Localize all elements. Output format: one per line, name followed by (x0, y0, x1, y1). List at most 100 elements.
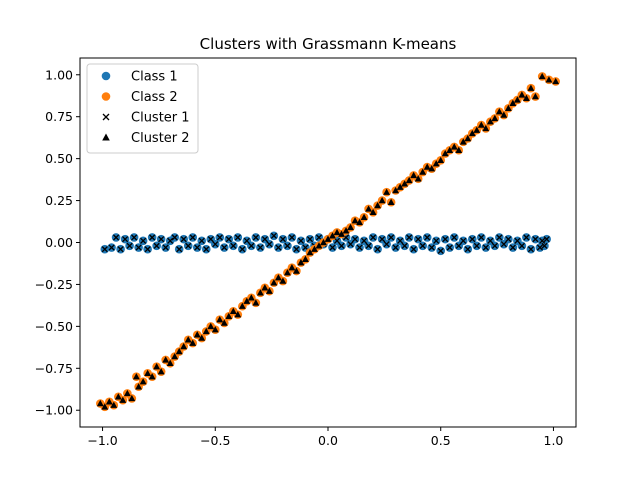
x-tick-label: 0.5 (431, 433, 451, 448)
cluster-marker (406, 234, 413, 241)
cluster-marker (338, 242, 345, 249)
cluster-marker (469, 236, 476, 243)
cluster-marker (491, 114, 499, 122)
cluster-marker (243, 297, 251, 304)
cluster-marker (297, 237, 305, 244)
cluster-marker (464, 134, 472, 142)
cluster-marker (410, 171, 418, 179)
cluster-marker (356, 218, 363, 226)
cluster-marker (329, 232, 336, 239)
cluster-marker (131, 234, 138, 241)
legend-box (86, 63, 199, 154)
cluster-marker (101, 246, 108, 253)
cluster-marker (401, 180, 409, 187)
cluster-marker (157, 368, 165, 375)
cluster-marker (379, 236, 386, 243)
cluster-marker (270, 279, 278, 286)
y-tick-label: 0.75 (45, 109, 73, 124)
cluster-marker (189, 234, 196, 241)
cluster-marker (446, 146, 454, 153)
cluster-marker (153, 363, 161, 370)
cluster-marker (383, 241, 390, 248)
cluster-marker (552, 77, 560, 85)
cluster-marker (419, 168, 427, 175)
cluster-marker (536, 244, 543, 251)
cluster-marker (110, 401, 118, 408)
cluster-marker (500, 111, 508, 118)
cluster-marker (158, 236, 165, 243)
cluster-marker (265, 287, 273, 294)
y-tick-label: 1.00 (45, 67, 73, 82)
cluster-marker (531, 92, 539, 100)
cluster-marker (113, 234, 120, 241)
cluster-marker (270, 232, 277, 239)
cluster-marker (243, 237, 250, 244)
cluster-marker (119, 396, 127, 403)
cluster-marker (419, 242, 426, 249)
y-tick-label: −0.50 (35, 319, 73, 334)
cluster-marker (175, 347, 183, 355)
legend-marker (101, 71, 111, 81)
cluster-marker (518, 91, 526, 98)
cluster-marker (311, 245, 318, 252)
x-tick-label: 1.0 (544, 433, 564, 448)
cluster-marker (275, 244, 282, 251)
cluster-marker (545, 76, 553, 83)
cluster-marker (122, 236, 129, 243)
y-tick-label: −1.00 (35, 403, 73, 418)
cluster-marker (216, 316, 224, 323)
cluster-marker (238, 302, 246, 309)
cluster-marker (162, 244, 169, 251)
y-tick-label: 0.25 (45, 193, 73, 208)
cluster-marker (279, 277, 287, 284)
cluster-marker (423, 163, 431, 170)
cluster-marker (247, 294, 255, 301)
cluster-marker (193, 331, 201, 338)
cluster-marker (365, 242, 372, 249)
cluster-marker (315, 242, 323, 249)
cluster-marker (212, 241, 219, 248)
cluster-marker (252, 299, 260, 306)
cluster-marker (514, 237, 521, 244)
cluster-marker (96, 399, 104, 407)
cluster-marker (167, 237, 174, 244)
cluster-marker (532, 236, 539, 243)
cluster-marker (509, 99, 517, 106)
cluster-marker (365, 205, 373, 212)
cluster-marker (185, 242, 192, 249)
cluster-marker (432, 160, 440, 167)
legend-label: Class 1 (131, 70, 178, 85)
cluster-marker (509, 244, 516, 251)
cluster-marker (468, 129, 476, 137)
y-tick-label: −0.75 (35, 361, 73, 376)
cluster-marker (216, 234, 223, 241)
cluster-marker (505, 236, 512, 243)
cluster-marker (108, 244, 115, 251)
axis-ticks: −1.0 −0.5 0.0 0.5 1.0 −1.00 −0.75 −0.50 −0.25 0.0… (35, 67, 564, 448)
cluster-marker (203, 246, 210, 253)
cluster-marker (360, 213, 368, 221)
cluster-marker (473, 126, 481, 133)
chart-title: Clusters with Grassmann K-means (200, 35, 457, 53)
cluster-marker (441, 150, 449, 157)
cluster-marker (333, 228, 341, 236)
cluster-marker (383, 188, 391, 195)
cluster-marker (442, 236, 449, 243)
cluster-marker (288, 234, 295, 241)
y-tick-label: 0.00 (45, 235, 73, 250)
cluster-marker (288, 264, 296, 271)
cluster-marker (194, 244, 201, 251)
cluster-marker (225, 236, 232, 243)
cluster-marker (274, 274, 282, 281)
cluster-marker (252, 234, 259, 241)
cluster-marker (148, 373, 156, 380)
cluster-marker (487, 237, 494, 244)
cluster-marker (482, 124, 490, 132)
cluster-marker (302, 244, 309, 251)
cluster-marker (455, 146, 463, 153)
legend-label: Cluster 2 (131, 131, 190, 146)
cluster-marker (266, 241, 273, 248)
cluster-marker (132, 373, 140, 380)
cluster-marker (207, 322, 215, 330)
cluster-marker (478, 234, 485, 241)
